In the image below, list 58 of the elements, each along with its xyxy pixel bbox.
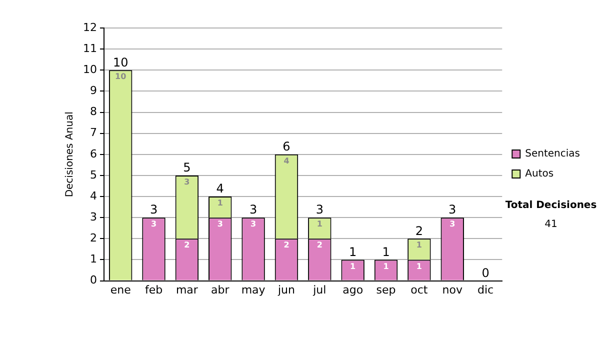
data-label: 2 <box>184 240 190 250</box>
y-tick-label: 4 <box>90 189 97 202</box>
x-tick-label: oct <box>410 283 428 296</box>
y-tick-label: 9 <box>90 84 97 98</box>
data-label: 2 <box>316 240 322 250</box>
total-label: 1 <box>382 244 390 259</box>
data-label: 3 <box>150 220 157 229</box>
y-tick-label: 8 <box>90 105 97 118</box>
data-label: 1 <box>383 262 390 271</box>
x-tick-label: abr <box>210 283 230 296</box>
x-tick-label: sep <box>376 283 396 296</box>
legend-label: Autos <box>525 168 554 180</box>
x-tick-label: feb <box>144 283 163 296</box>
data-label: 3 <box>184 178 190 187</box>
y-tick-label: 3 <box>90 210 97 224</box>
y-tick-label: 6 <box>90 147 97 160</box>
text: 41 <box>544 219 558 230</box>
x-tick-label: ago <box>342 283 364 296</box>
y-tick-label: 12 <box>82 20 97 34</box>
data-label: 4 <box>284 156 290 166</box>
total-label: 2 <box>415 224 424 238</box>
x-tick-label: dic <box>478 283 494 296</box>
total-label: 10 <box>112 55 128 70</box>
total-label: 3 <box>150 202 158 217</box>
x-tick-label: ene <box>110 283 132 296</box>
total-label: 4 <box>216 182 224 196</box>
data-label: 3 <box>450 220 456 229</box>
total-label: 0 <box>482 266 490 280</box>
total-label: 6 <box>282 140 290 154</box>
x-tick-label: nov <box>442 283 463 296</box>
data-label: 3 <box>250 220 256 229</box>
y-tick-label: 2 <box>90 232 97 245</box>
data-label: 2 <box>284 240 290 250</box>
text: Total Decisiones <box>504 200 598 211</box>
data-label: 1 <box>316 220 323 229</box>
total-label: 3 <box>448 202 456 217</box>
y-tick-label: 11 <box>82 42 97 55</box>
data-label: 3 <box>217 220 223 229</box>
data-label: 1 <box>416 240 422 250</box>
y-axis-title: Decisiones Anual <box>64 112 76 198</box>
y-tick-label: 5 <box>90 168 97 182</box>
data-label: 1 <box>350 262 356 271</box>
x-tick-label: mar <box>176 283 198 296</box>
total-label: 3 <box>249 202 258 217</box>
data-label: 1 <box>416 262 422 271</box>
total-label: 3 <box>316 202 324 217</box>
y-tick-label: 10 <box>82 62 97 76</box>
x-tick-label: jul <box>312 283 326 296</box>
x-tick-label: may <box>241 283 266 296</box>
y-tick-label: 0 <box>90 274 97 287</box>
data-label: 1 <box>217 198 224 208</box>
total-label: 1 <box>349 244 357 259</box>
x-tick-label: jun <box>276 283 296 296</box>
y-tick-label: 7 <box>90 126 97 140</box>
y-tick-label: 1 <box>90 252 97 266</box>
legend-label: Sentencias <box>525 148 580 160</box>
total-label: 5 <box>183 160 191 175</box>
data-label: 10 <box>115 72 127 82</box>
